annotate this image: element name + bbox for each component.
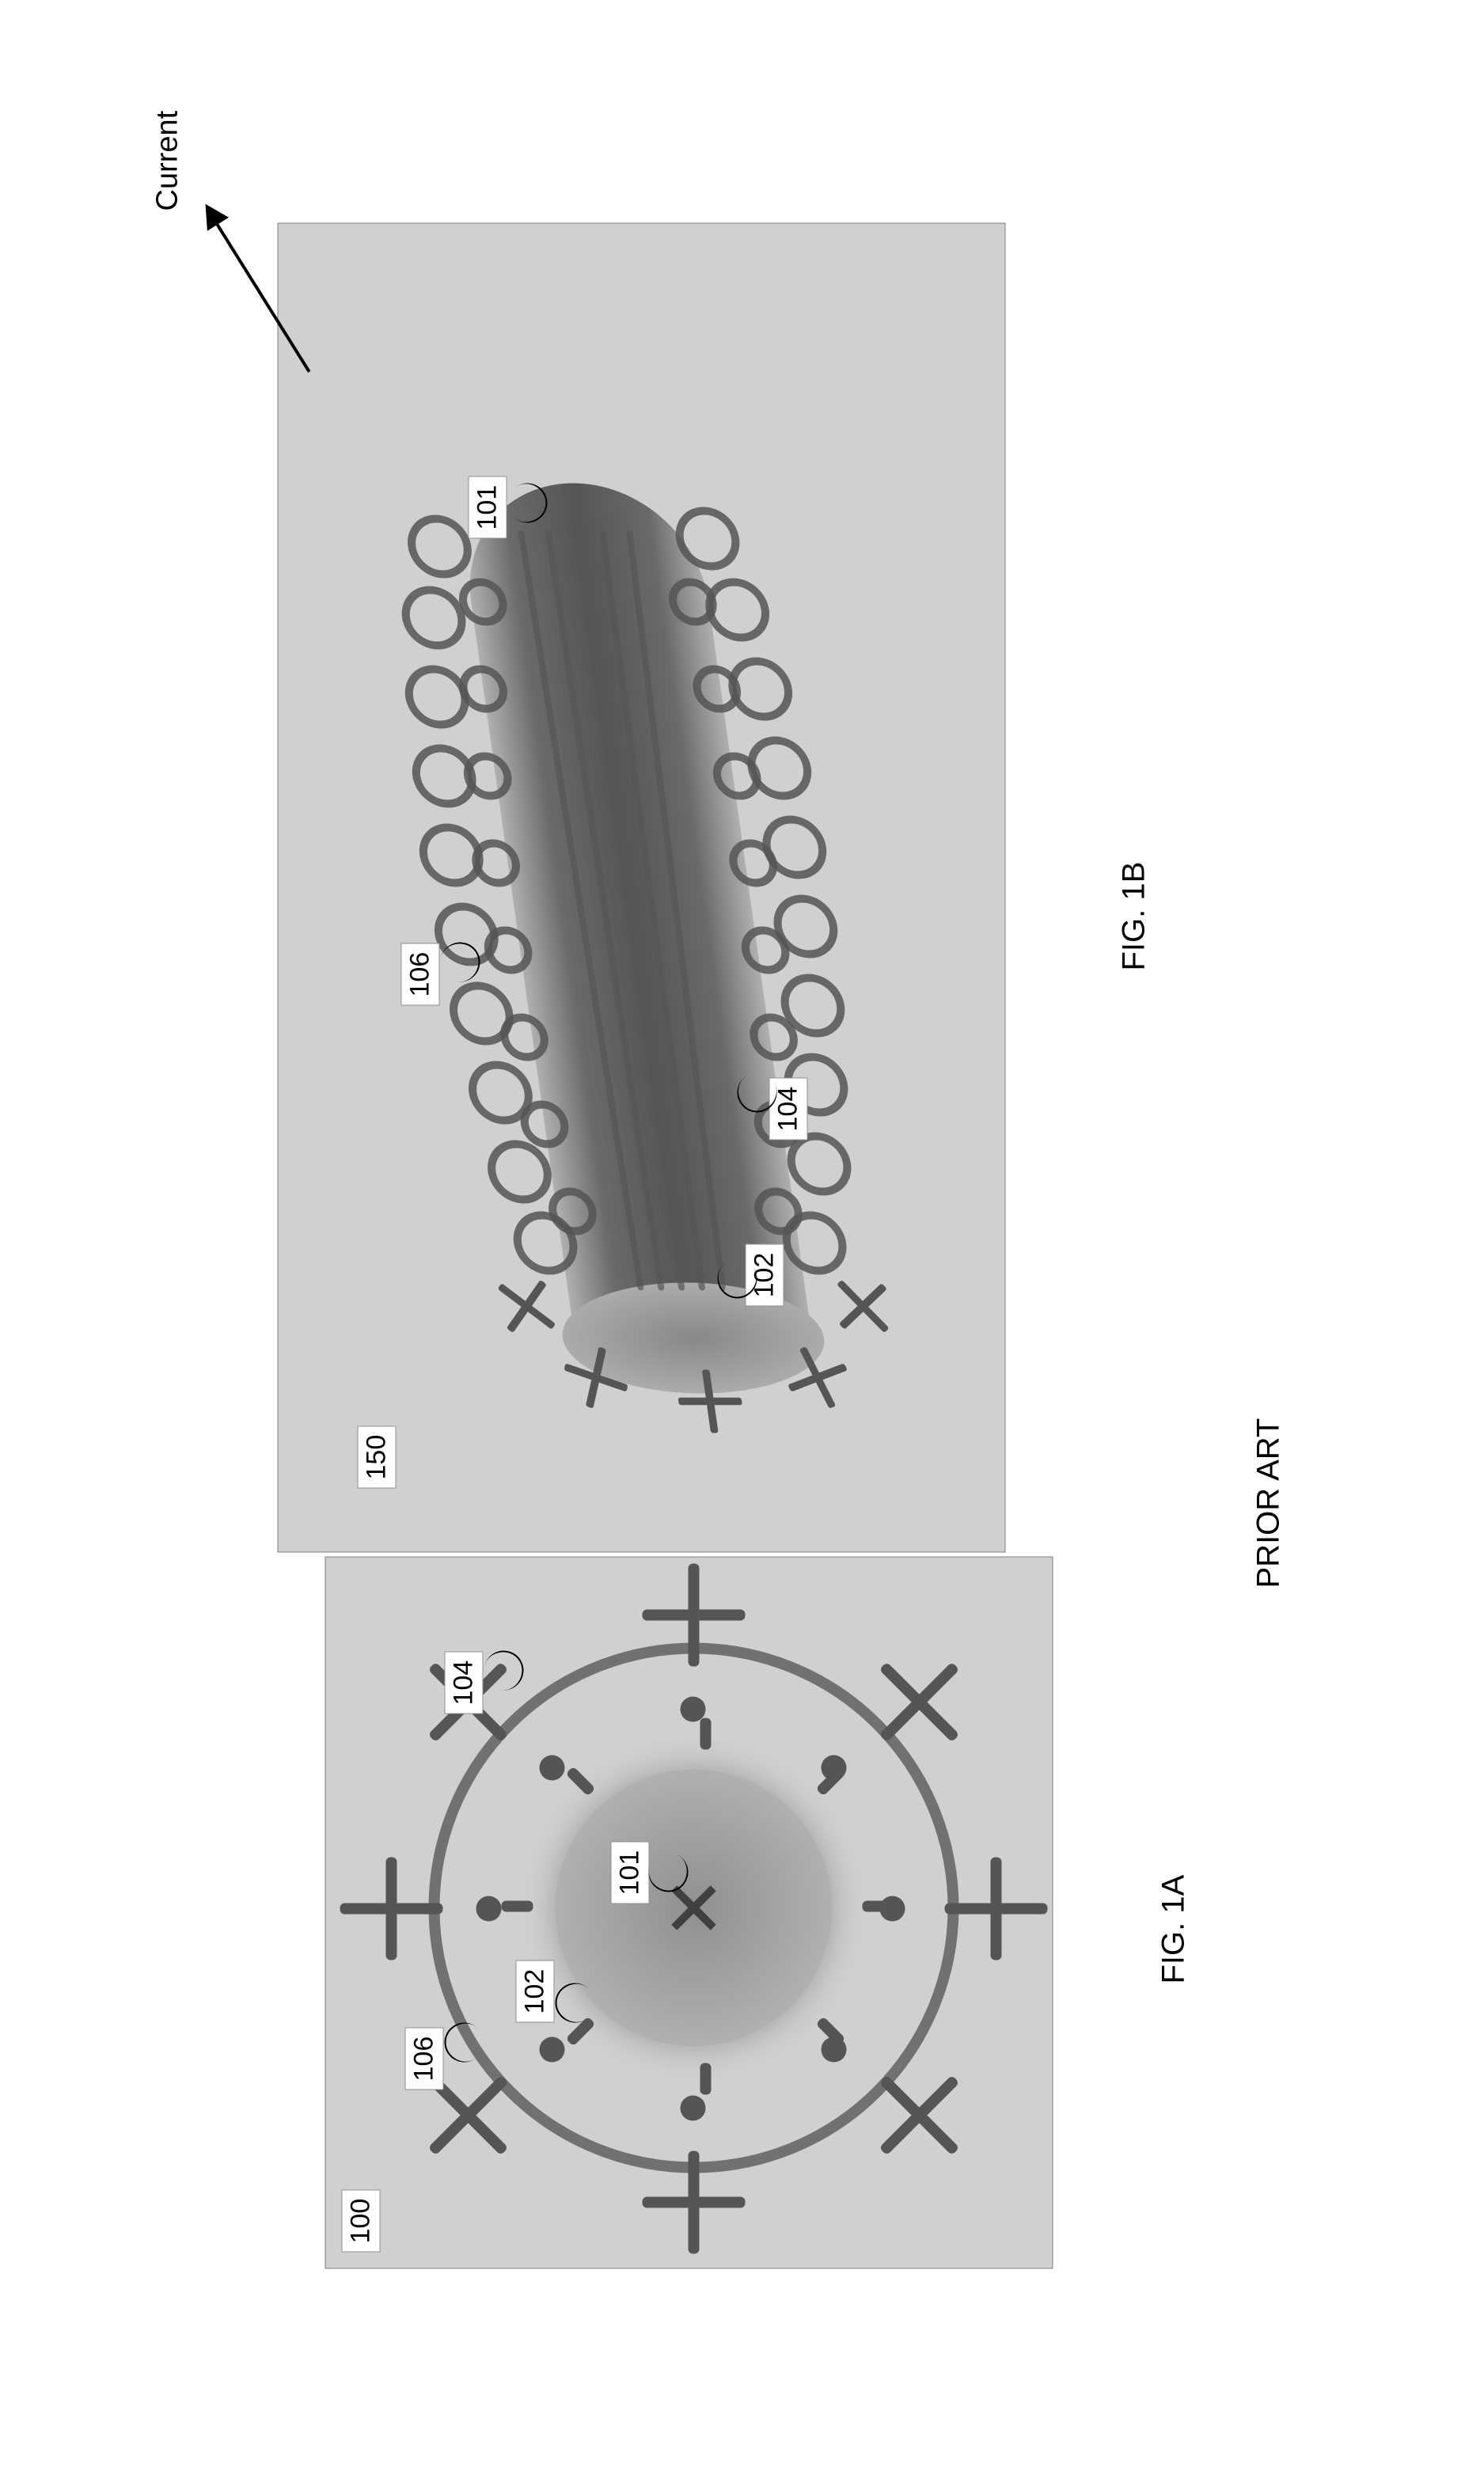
panel-b-inner xyxy=(278,223,1004,1551)
vortex-dot xyxy=(539,2036,564,2062)
vortex-dot xyxy=(680,2095,705,2120)
panel-b: 150 102 104 106 101 xyxy=(277,222,1005,1552)
vortex-dot xyxy=(539,1755,564,1780)
figure-rotated-container: 100 106 102 104 101 xyxy=(0,0,1484,2490)
prior-art-label: PRIOR ART xyxy=(1251,1418,1286,1588)
junction-vertex xyxy=(340,1857,442,1960)
caption-fig-1b: FIG. 1B xyxy=(1116,861,1152,970)
current-label: Current xyxy=(150,110,184,211)
arrow-head-icon xyxy=(194,197,228,230)
junction-vertex xyxy=(944,1857,1047,1960)
ref-label-panel-id: 150 xyxy=(357,1425,396,1488)
vortex-dot xyxy=(476,1896,501,1921)
junction-vertex xyxy=(674,1369,746,1433)
junction-vertex xyxy=(642,2150,745,2253)
vortex-spur xyxy=(862,1900,894,1911)
ref-label-102: 102 xyxy=(515,1960,554,2022)
vortex-spur xyxy=(501,1900,533,1911)
ref-label-101: 101 xyxy=(610,1841,649,1904)
panel-a: 100 106 102 104 101 xyxy=(325,1556,1053,2268)
ref-label-106: 106 xyxy=(404,2027,443,2090)
vortex-spur xyxy=(700,1718,711,1749)
small-vortex-ring xyxy=(483,1140,555,1203)
junction-vertex xyxy=(642,1563,745,1666)
figure-panels: 100 106 102 104 101 xyxy=(277,211,1108,2268)
cylinder-structure xyxy=(375,483,894,1353)
junction-vertex xyxy=(482,1262,570,1351)
ref-label-panel-id: 100 xyxy=(341,2189,380,2252)
caption-fig-1a: FIG. 1A xyxy=(1156,1874,1191,1983)
ref-label-104: 104 xyxy=(444,1651,483,1714)
vortex-dot xyxy=(680,1696,705,1721)
small-vortex-ring xyxy=(403,514,475,578)
ref-label-101: 101 xyxy=(468,476,507,538)
ref-label-106: 106 xyxy=(400,943,439,1005)
vortex-spur xyxy=(700,2063,711,2094)
